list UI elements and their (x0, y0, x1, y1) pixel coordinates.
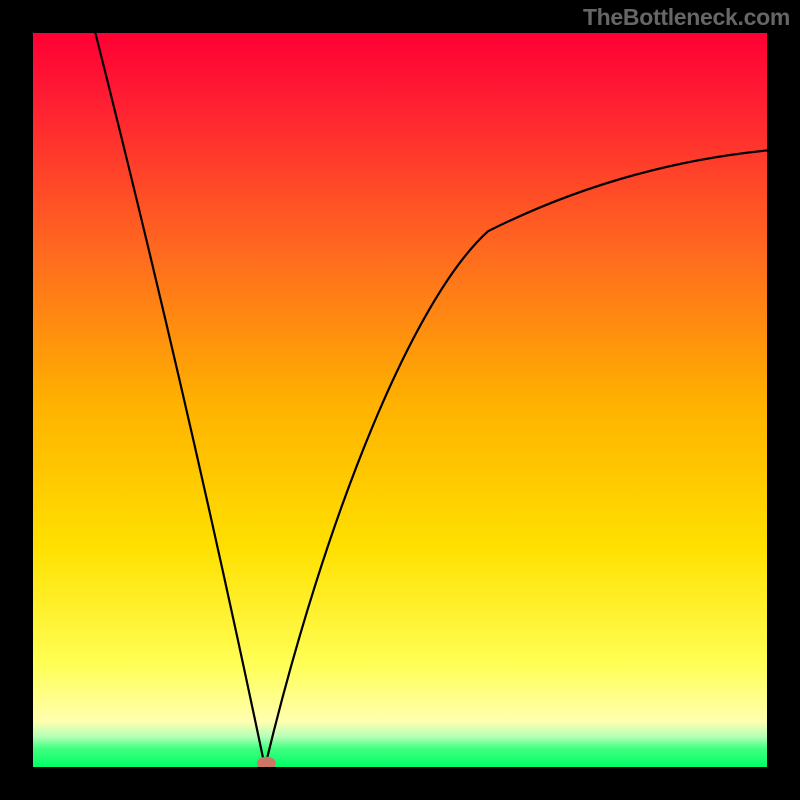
watermark-text: TheBottleneck.com (583, 4, 790, 31)
frame-bottom (0, 767, 800, 800)
chart-container: { "watermark": { "text": "TheBottleneck.… (0, 0, 800, 800)
frame-left (0, 0, 33, 800)
plot-area (33, 33, 767, 767)
frame-right (767, 0, 800, 800)
chart-svg (33, 33, 767, 767)
gradient-background (33, 33, 767, 767)
